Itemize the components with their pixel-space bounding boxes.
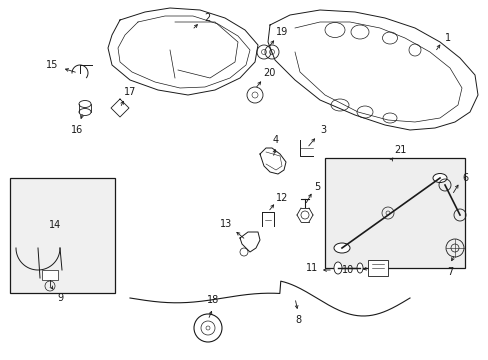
Text: 18: 18 [206, 295, 219, 305]
FancyBboxPatch shape [325, 158, 464, 268]
Text: 7: 7 [446, 267, 452, 277]
Text: 17: 17 [123, 87, 136, 97]
Text: 1: 1 [444, 33, 450, 43]
Ellipse shape [333, 262, 341, 274]
Text: 11: 11 [305, 263, 318, 273]
Ellipse shape [356, 263, 362, 273]
Text: 3: 3 [319, 125, 325, 135]
Text: 10: 10 [341, 265, 353, 275]
Text: 20: 20 [262, 68, 275, 78]
Text: 8: 8 [294, 315, 301, 325]
Bar [42, 270, 58, 280]
Text: 6: 6 [461, 173, 467, 183]
Ellipse shape [356, 106, 372, 118]
Ellipse shape [333, 243, 349, 253]
Ellipse shape [408, 44, 420, 56]
Ellipse shape [350, 25, 368, 39]
Text: 16: 16 [71, 125, 83, 135]
Text: 19: 19 [275, 27, 287, 37]
Text: 14: 14 [49, 220, 61, 230]
Ellipse shape [432, 174, 446, 183]
Ellipse shape [325, 22, 345, 37]
FancyBboxPatch shape [10, 178, 115, 293]
Ellipse shape [79, 100, 91, 108]
Ellipse shape [79, 108, 91, 116]
Text: 2: 2 [203, 13, 210, 23]
Ellipse shape [330, 99, 348, 111]
Text: 21: 21 [393, 145, 406, 155]
Ellipse shape [382, 113, 396, 123]
Bar [367, 260, 387, 276]
Text: 12: 12 [275, 193, 287, 203]
Text: 15: 15 [46, 60, 58, 70]
Text: 13: 13 [220, 219, 232, 229]
Text: 9: 9 [57, 293, 63, 303]
Text: 4: 4 [272, 135, 279, 145]
Ellipse shape [382, 32, 397, 44]
Text: 5: 5 [313, 182, 320, 192]
